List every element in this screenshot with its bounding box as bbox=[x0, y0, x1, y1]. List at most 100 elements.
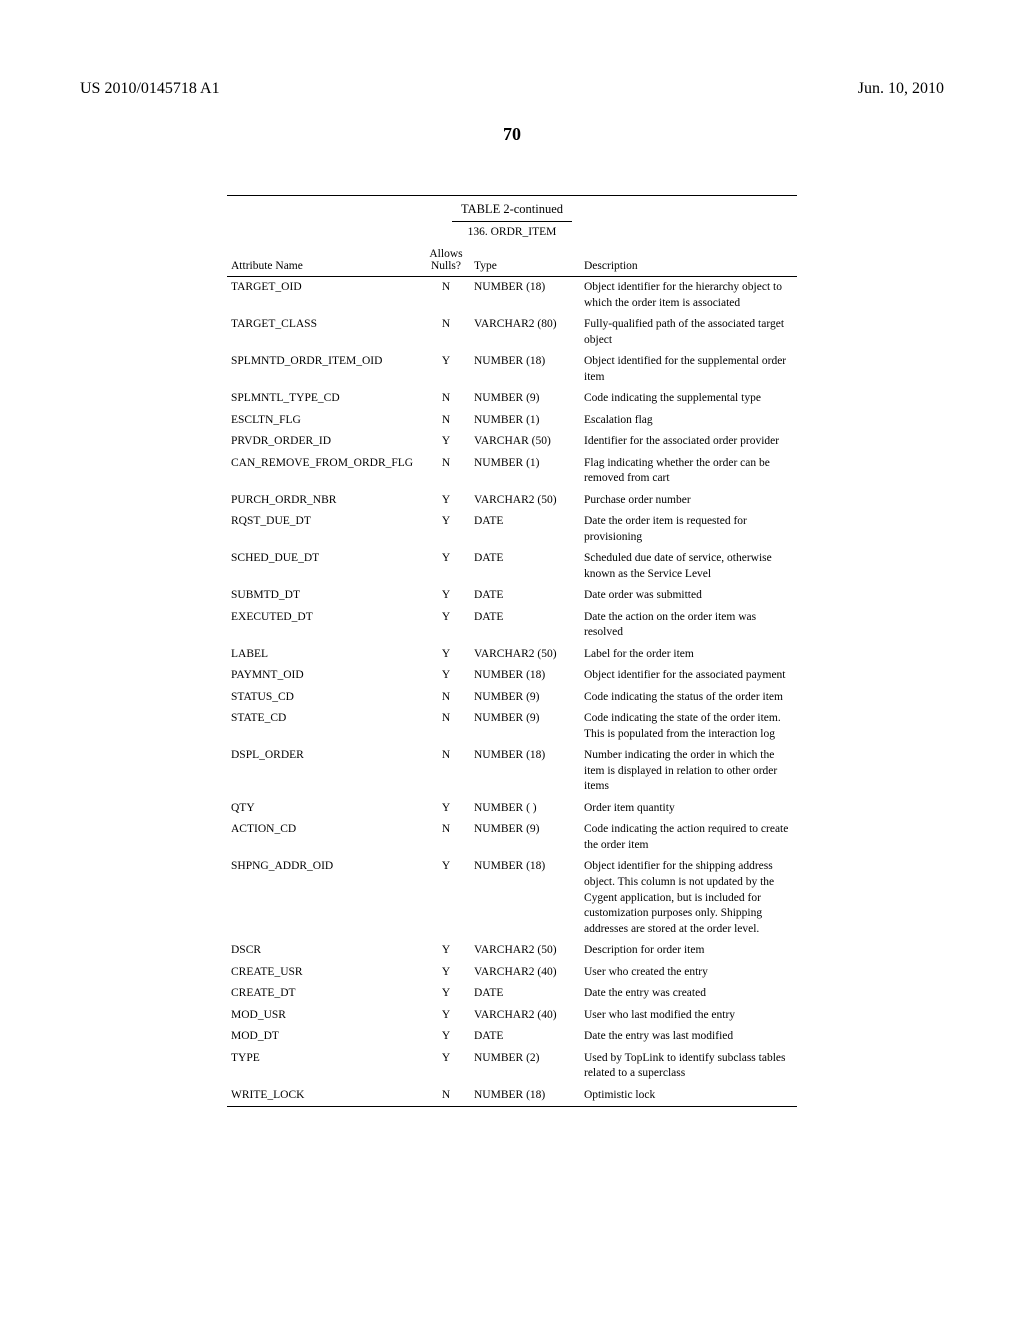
cell-allows-nulls: Y bbox=[422, 490, 470, 512]
table-row: TYPEYNUMBER (2)Used by TopLink to identi… bbox=[227, 1048, 797, 1085]
cell-description: Date the entry was created bbox=[580, 983, 797, 1005]
cell-type: VARCHAR2 (50) bbox=[470, 940, 580, 962]
cell-attribute-name: RQST_DUE_DT bbox=[227, 511, 422, 548]
cell-allows-nulls: Y bbox=[422, 607, 470, 644]
table-row: MOD_USRYVARCHAR2 (40)User who last modif… bbox=[227, 1005, 797, 1027]
cell-type: DATE bbox=[470, 585, 580, 607]
cell-type: NUMBER (9) bbox=[470, 687, 580, 709]
table-row: MOD_DTYDATEDate the entry was last modif… bbox=[227, 1026, 797, 1048]
cell-type: NUMBER (18) bbox=[470, 1085, 580, 1107]
cell-allows-nulls: Y bbox=[422, 1048, 470, 1085]
table-row: PRVDR_ORDER_IDYVARCHAR (50)Identifier fo… bbox=[227, 431, 797, 453]
publication-date: Jun. 10, 2010 bbox=[858, 80, 944, 98]
schema-table-wrap: TABLE 2-continued 136. ORDR_ITEM Attribu… bbox=[227, 195, 797, 1107]
cell-attribute-name: CAN_REMOVE_FROM_ORDR_FLG bbox=[227, 453, 422, 490]
table-row: STATE_CDNNUMBER (9)Code indicating the s… bbox=[227, 708, 797, 745]
table-row: SCHED_DUE_DTYDATEScheduled due date of s… bbox=[227, 548, 797, 585]
cell-description: Code indicating the action required to c… bbox=[580, 819, 797, 856]
cell-attribute-name: STATE_CD bbox=[227, 708, 422, 745]
cell-allows-nulls: N bbox=[422, 410, 470, 432]
cell-attribute-name: EXECUTED_DT bbox=[227, 607, 422, 644]
page: US 2010/0145718 A1 Jun. 10, 2010 70 TABL… bbox=[0, 0, 1024, 1147]
table-title: TABLE 2-continued bbox=[227, 196, 797, 221]
cell-allows-nulls: Y bbox=[422, 983, 470, 1005]
cell-attribute-name: CREATE_DT bbox=[227, 983, 422, 1005]
publication-number: US 2010/0145718 A1 bbox=[80, 80, 220, 98]
cell-type: NUMBER (2) bbox=[470, 1048, 580, 1085]
table-row: RQST_DUE_DTYDATEDate the order item is r… bbox=[227, 511, 797, 548]
cell-attribute-name: SUBMTD_DT bbox=[227, 585, 422, 607]
cell-type: NUMBER (9) bbox=[470, 388, 580, 410]
cell-allows-nulls: N bbox=[422, 277, 470, 314]
schema-table: Attribute Name Allows Nulls? Type Descri… bbox=[227, 240, 797, 1106]
cell-attribute-name: MOD_DT bbox=[227, 1026, 422, 1048]
rule-bottom bbox=[227, 1106, 797, 1107]
cell-type: VARCHAR2 (80) bbox=[470, 314, 580, 351]
cell-attribute-name: DSPL_ORDER bbox=[227, 745, 422, 798]
table-row: DSCRYVARCHAR2 (50)Description for order … bbox=[227, 940, 797, 962]
table-row: CREATE_DTYDATEDate the entry was created bbox=[227, 983, 797, 1005]
cell-description: Order item quantity bbox=[580, 798, 797, 820]
cell-allows-nulls: N bbox=[422, 708, 470, 745]
table-row: CAN_REMOVE_FROM_ORDR_FLGNNUMBER (1)Flag … bbox=[227, 453, 797, 490]
cell-description: Code indicating the supplemental type bbox=[580, 388, 797, 410]
table-row: ESCLTN_FLGNNUMBER (1)Escalation flag bbox=[227, 410, 797, 432]
table-row: EXECUTED_DTYDATEDate the action on the o… bbox=[227, 607, 797, 644]
cell-description: Description for order item bbox=[580, 940, 797, 962]
cell-allows-nulls: Y bbox=[422, 431, 470, 453]
cell-attribute-name: SPLMNTL_TYPE_CD bbox=[227, 388, 422, 410]
cell-type: VARCHAR2 (50) bbox=[470, 644, 580, 666]
cell-description: Number indicating the order in which the… bbox=[580, 745, 797, 798]
cell-description: Flag indicating whether the order can be… bbox=[580, 453, 797, 490]
cell-attribute-name: TARGET_CLASS bbox=[227, 314, 422, 351]
cell-type: NUMBER (9) bbox=[470, 708, 580, 745]
cell-allows-nulls: Y bbox=[422, 665, 470, 687]
cell-allows-nulls: N bbox=[422, 819, 470, 856]
cell-attribute-name: PURCH_ORDR_NBR bbox=[227, 490, 422, 512]
table-row: PAYMNT_OIDYNUMBER (18)Object identifier … bbox=[227, 665, 797, 687]
cell-attribute-name: SHPNG_ADDR_OID bbox=[227, 856, 422, 940]
cell-attribute-name: SPLMNTD_ORDR_ITEM_OID bbox=[227, 351, 422, 388]
cell-description: Code indicating the status of the order … bbox=[580, 687, 797, 709]
cell-description: Date the action on the order item was re… bbox=[580, 607, 797, 644]
cell-type: NUMBER ( ) bbox=[470, 798, 580, 820]
cell-description: Object identifier for the associated pay… bbox=[580, 665, 797, 687]
cell-description: Date the order item is requested for pro… bbox=[580, 511, 797, 548]
cell-type: NUMBER (18) bbox=[470, 856, 580, 940]
cell-attribute-name: TARGET_OID bbox=[227, 277, 422, 314]
cell-allows-nulls: Y bbox=[422, 644, 470, 666]
cell-attribute-name: WRITE_LOCK bbox=[227, 1085, 422, 1107]
cell-allows-nulls: Y bbox=[422, 585, 470, 607]
cell-description: Object identifier for the shipping addre… bbox=[580, 856, 797, 940]
cell-allows-nulls: N bbox=[422, 453, 470, 490]
cell-allows-nulls: Y bbox=[422, 1005, 470, 1027]
cell-description: Purchase order number bbox=[580, 490, 797, 512]
cell-type: VARCHAR2 (50) bbox=[470, 490, 580, 512]
cell-description: User who created the entry bbox=[580, 962, 797, 984]
cell-type: NUMBER (9) bbox=[470, 819, 580, 856]
cell-description: Optimistic lock bbox=[580, 1085, 797, 1107]
cell-description: Object identifier for the hierarchy obje… bbox=[580, 277, 797, 314]
cell-allows-nulls: Y bbox=[422, 856, 470, 940]
col-type: Type bbox=[470, 240, 580, 276]
cell-attribute-name: STATUS_CD bbox=[227, 687, 422, 709]
cell-description: Code indicating the state of the order i… bbox=[580, 708, 797, 745]
cell-allows-nulls: Y bbox=[422, 940, 470, 962]
cell-attribute-name: LABEL bbox=[227, 644, 422, 666]
cell-type: VARCHAR2 (40) bbox=[470, 962, 580, 984]
cell-description: Scheduled due date of service, otherwise… bbox=[580, 548, 797, 585]
cell-type: NUMBER (18) bbox=[470, 745, 580, 798]
page-header: US 2010/0145718 A1 Jun. 10, 2010 bbox=[80, 80, 944, 98]
cell-type: DATE bbox=[470, 511, 580, 548]
cell-type: NUMBER (18) bbox=[470, 665, 580, 687]
cell-allows-nulls: Y bbox=[422, 1026, 470, 1048]
cell-attribute-name: QTY bbox=[227, 798, 422, 820]
table-row: SPLMNTL_TYPE_CDNNUMBER (9)Code indicatin… bbox=[227, 388, 797, 410]
table-row: PURCH_ORDR_NBRYVARCHAR2 (50)Purchase ord… bbox=[227, 490, 797, 512]
cell-description: Fully-qualified path of the associated t… bbox=[580, 314, 797, 351]
table-row: TARGET_OIDNNUMBER (18)Object identifier … bbox=[227, 277, 797, 314]
table-row: SPLMNTD_ORDR_ITEM_OIDYNUMBER (18)Object … bbox=[227, 351, 797, 388]
cell-type: DATE bbox=[470, 548, 580, 585]
cell-allows-nulls: N bbox=[422, 314, 470, 351]
cell-description: Used by TopLink to identify subclass tab… bbox=[580, 1048, 797, 1085]
